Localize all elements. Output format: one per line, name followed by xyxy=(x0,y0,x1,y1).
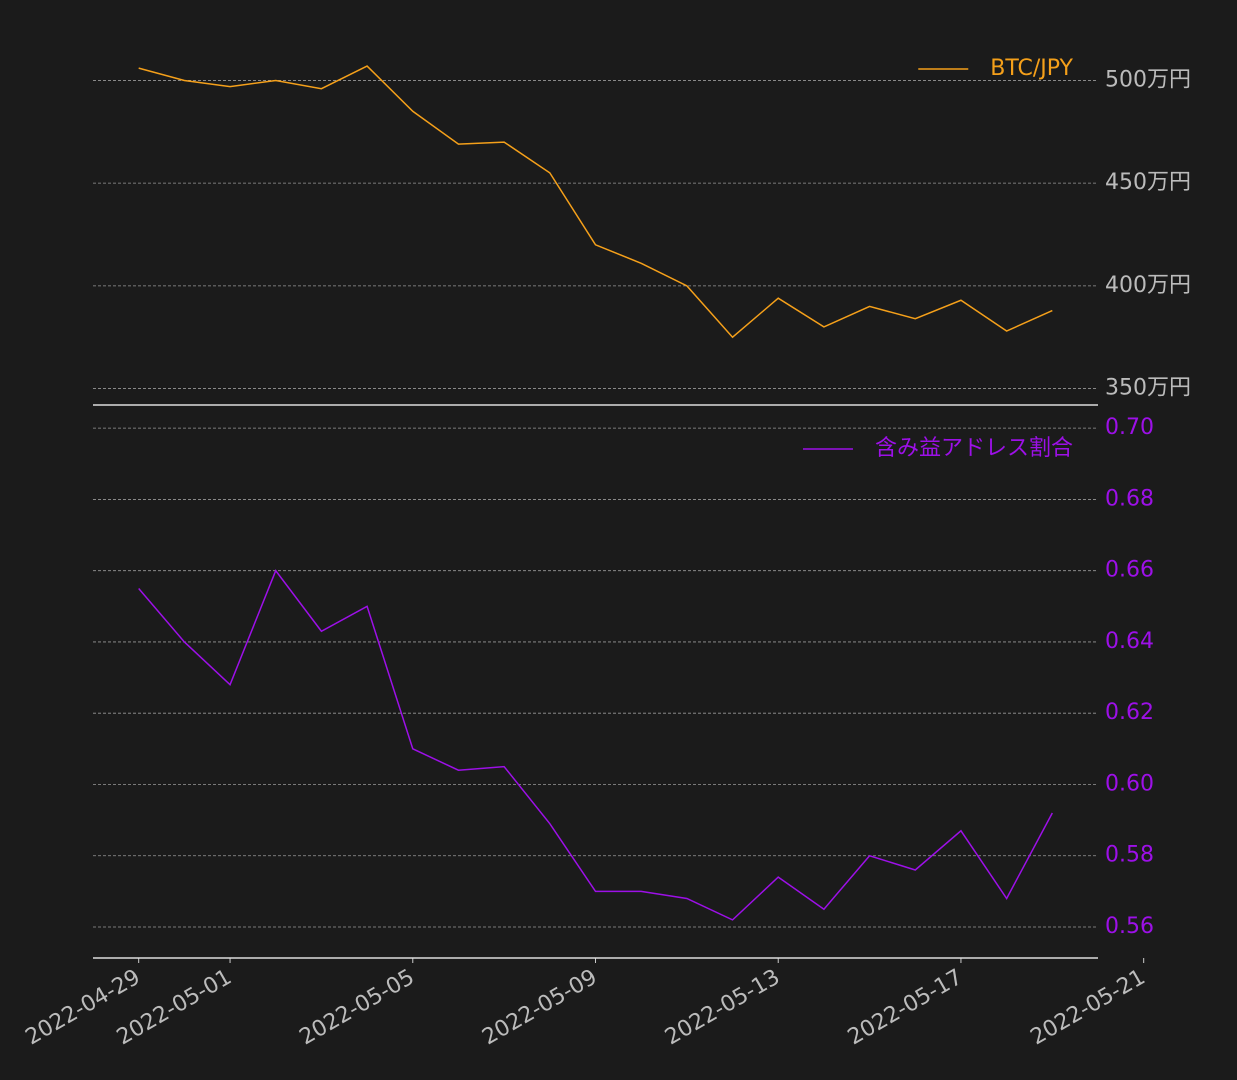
y-tick-label: 0.56 xyxy=(1105,914,1154,939)
y-tick-label: 0.66 xyxy=(1105,558,1154,583)
y-tick-label: 0.58 xyxy=(1105,843,1154,868)
y-tick-label: 350万円 xyxy=(1105,376,1191,401)
y-tick-label: 450万円 xyxy=(1105,170,1191,195)
data-line xyxy=(138,569,1053,921)
y-tick-label: 0.70 xyxy=(1105,415,1154,440)
y-tick-label: 400万円 xyxy=(1105,273,1191,298)
legend-label: 含み益アドレス割合 xyxy=(875,436,1073,461)
y-tick-label: 0.68 xyxy=(1105,486,1154,511)
data-line xyxy=(138,65,1053,339)
y-tick-label: 0.60 xyxy=(1105,771,1154,796)
y-tick-label: 0.62 xyxy=(1105,700,1154,725)
y-tick-label: 0.64 xyxy=(1105,629,1154,654)
legend-label: BTC/JPY xyxy=(990,56,1073,81)
y-tick-label: 500万円 xyxy=(1105,67,1191,92)
